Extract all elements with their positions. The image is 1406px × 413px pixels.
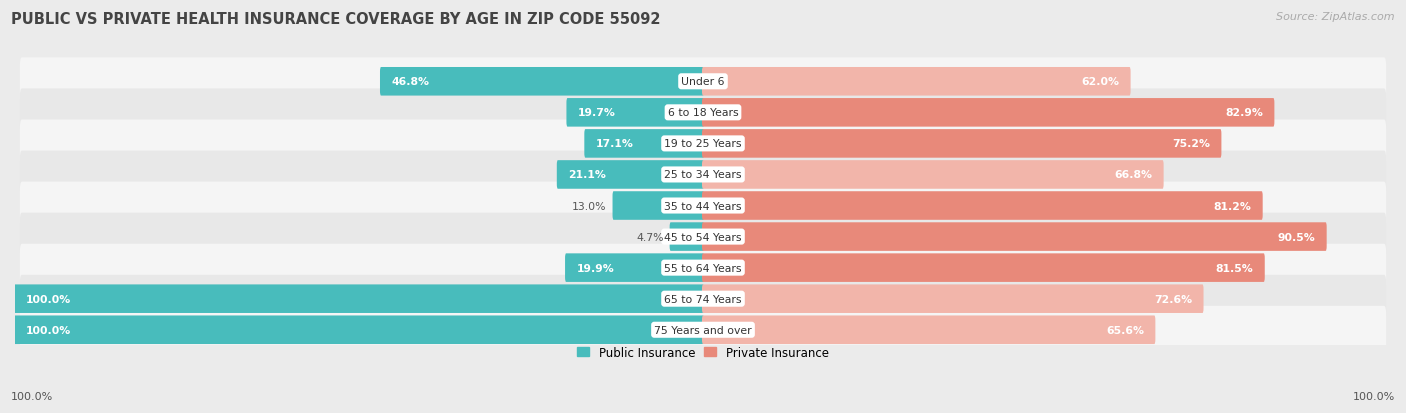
FancyBboxPatch shape [702,285,1204,313]
Text: 100.0%: 100.0% [1353,391,1395,401]
Text: Source: ZipAtlas.com: Source: ZipAtlas.com [1277,12,1395,22]
Text: 90.5%: 90.5% [1278,232,1316,242]
FancyBboxPatch shape [380,68,704,96]
FancyBboxPatch shape [20,89,1386,137]
FancyBboxPatch shape [567,99,704,127]
Legend: Public Insurance, Private Insurance: Public Insurance, Private Insurance [572,341,834,363]
Text: 81.5%: 81.5% [1216,263,1253,273]
FancyBboxPatch shape [14,285,704,313]
FancyBboxPatch shape [613,192,704,220]
FancyBboxPatch shape [20,58,1386,106]
Text: 82.9%: 82.9% [1225,108,1263,118]
Text: 65 to 74 Years: 65 to 74 Years [664,294,742,304]
FancyBboxPatch shape [20,275,1386,323]
Text: 66.8%: 66.8% [1115,170,1153,180]
Text: 100.0%: 100.0% [25,325,70,335]
FancyBboxPatch shape [20,244,1386,292]
Text: 17.1%: 17.1% [596,139,634,149]
FancyBboxPatch shape [702,192,1263,220]
Text: 4.7%: 4.7% [637,232,664,242]
FancyBboxPatch shape [585,130,704,158]
Text: PUBLIC VS PRIVATE HEALTH INSURANCE COVERAGE BY AGE IN ZIP CODE 55092: PUBLIC VS PRIVATE HEALTH INSURANCE COVER… [11,12,661,27]
Text: 46.8%: 46.8% [391,77,429,87]
Text: 19.9%: 19.9% [576,263,614,273]
Text: Under 6: Under 6 [682,77,724,87]
FancyBboxPatch shape [20,182,1386,230]
Text: 100.0%: 100.0% [25,294,70,304]
Text: 55 to 64 Years: 55 to 64 Years [664,263,742,273]
Text: 65.6%: 65.6% [1107,325,1144,335]
FancyBboxPatch shape [565,254,704,282]
FancyBboxPatch shape [557,161,704,189]
Text: 25 to 34 Years: 25 to 34 Years [664,170,742,180]
Text: 35 to 44 Years: 35 to 44 Years [664,201,742,211]
FancyBboxPatch shape [20,120,1386,168]
Text: 75 Years and over: 75 Years and over [654,325,752,335]
FancyBboxPatch shape [20,213,1386,261]
Text: 75.2%: 75.2% [1173,139,1211,149]
FancyBboxPatch shape [702,254,1265,282]
Text: 21.1%: 21.1% [568,170,606,180]
Text: 72.6%: 72.6% [1154,294,1192,304]
Text: 45 to 54 Years: 45 to 54 Years [664,232,742,242]
FancyBboxPatch shape [20,306,1386,354]
Text: 19.7%: 19.7% [578,108,616,118]
Text: 81.2%: 81.2% [1213,201,1251,211]
FancyBboxPatch shape [702,161,1164,189]
FancyBboxPatch shape [702,130,1222,158]
Text: 13.0%: 13.0% [572,201,606,211]
FancyBboxPatch shape [669,223,704,251]
FancyBboxPatch shape [702,99,1274,127]
Text: 100.0%: 100.0% [11,391,53,401]
Text: 19 to 25 Years: 19 to 25 Years [664,139,742,149]
Text: 62.0%: 62.0% [1081,77,1119,87]
FancyBboxPatch shape [702,68,1130,96]
FancyBboxPatch shape [702,316,1156,344]
FancyBboxPatch shape [702,223,1327,251]
FancyBboxPatch shape [20,151,1386,199]
FancyBboxPatch shape [14,316,704,344]
Text: 6 to 18 Years: 6 to 18 Years [668,108,738,118]
